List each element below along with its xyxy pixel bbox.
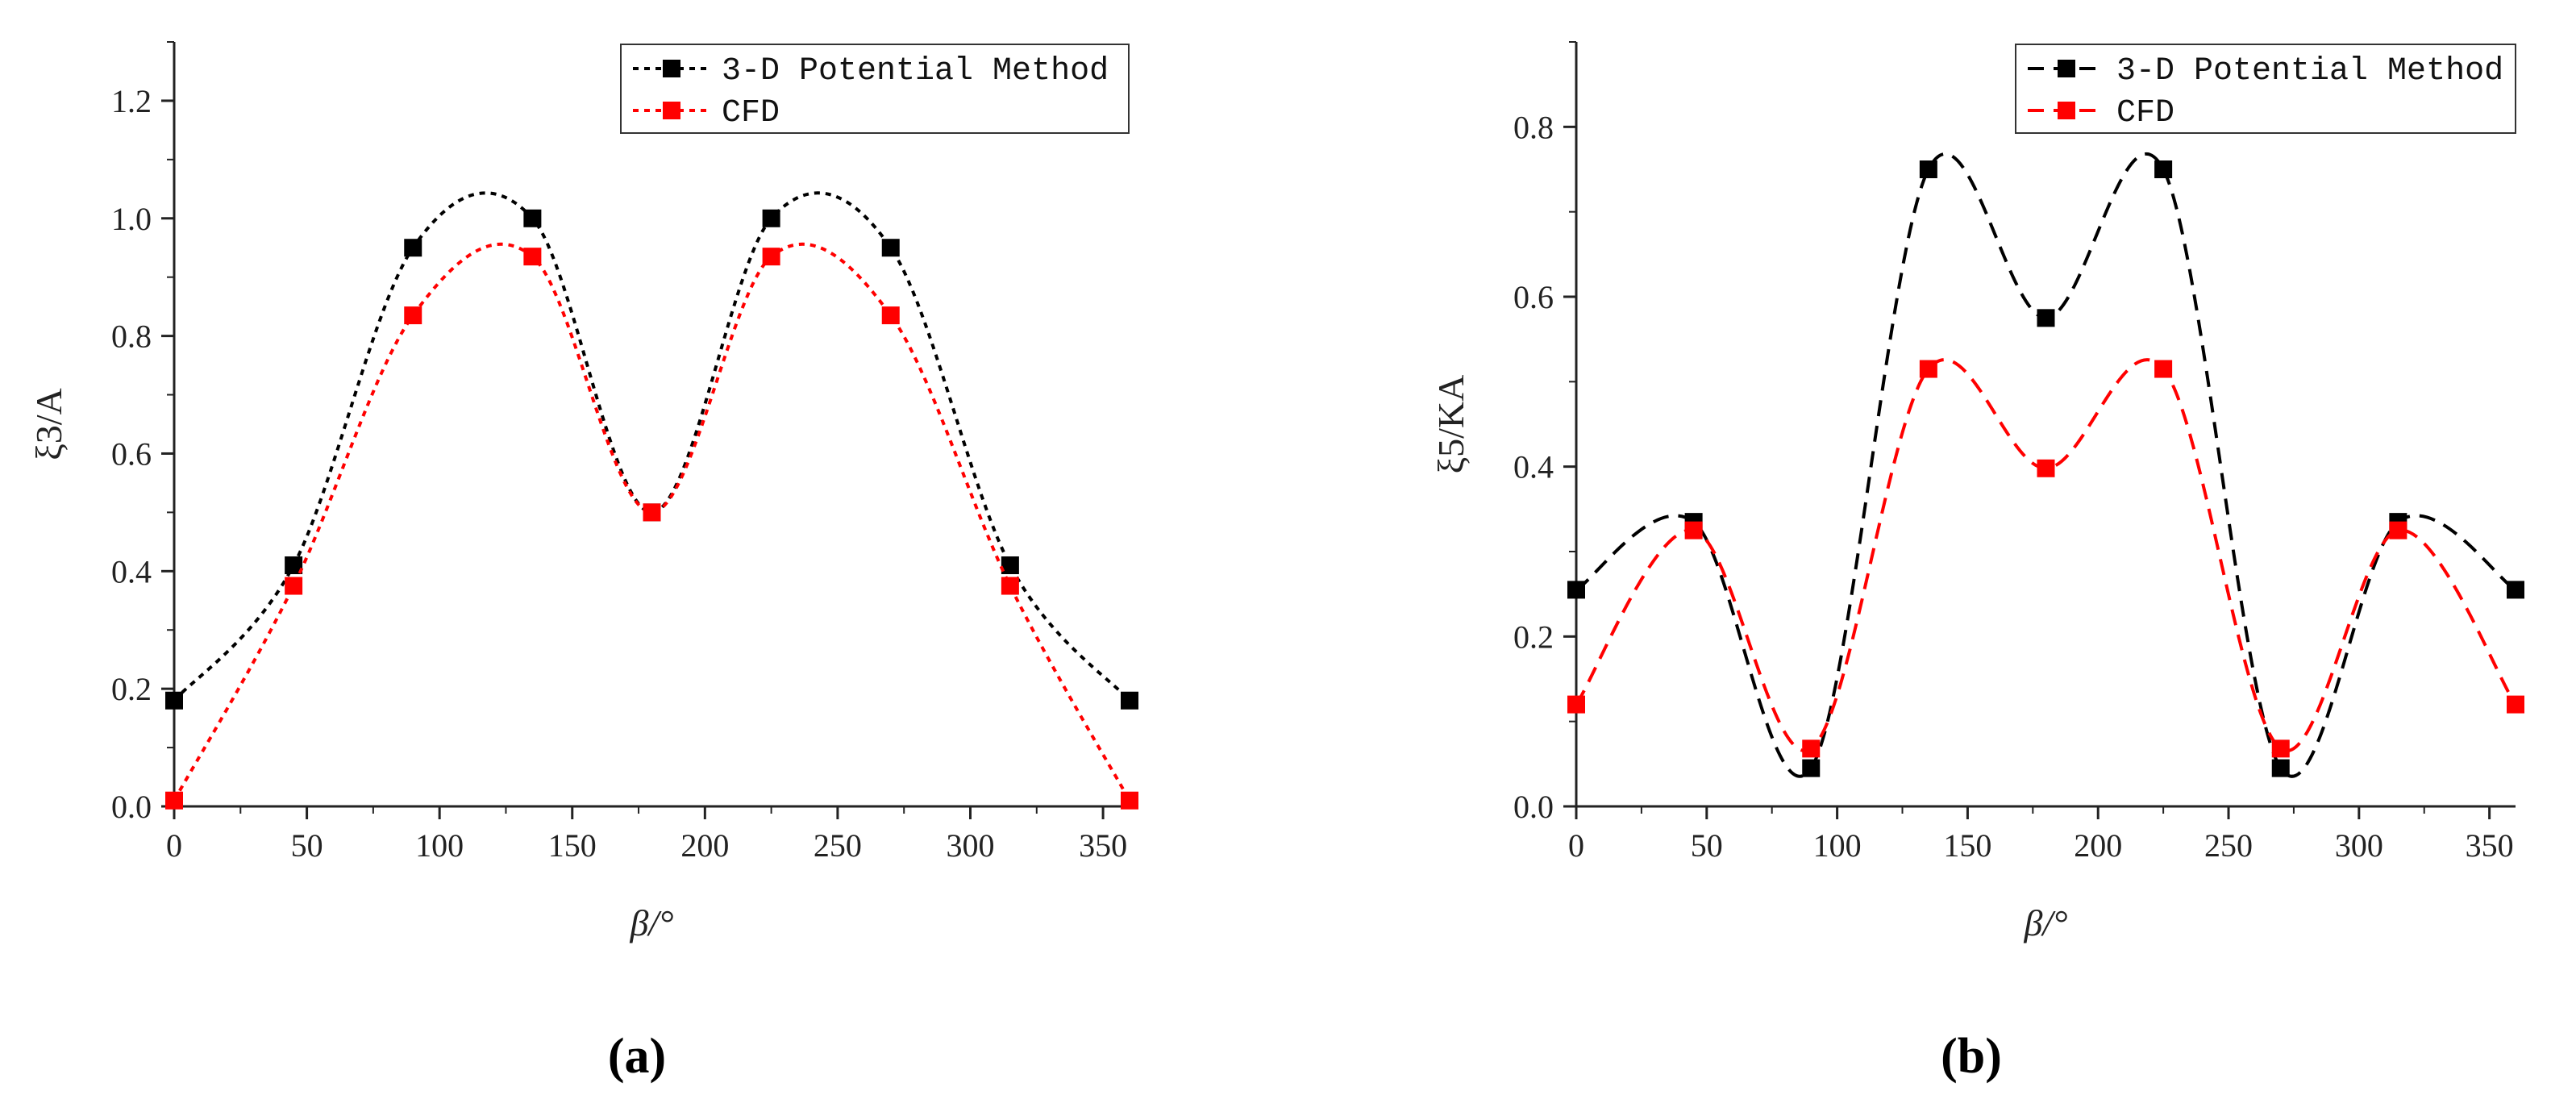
chart0-series-1-point [523,248,542,266]
chart1-series-1-point [2389,521,2407,539]
chart1-series-1-line [1575,358,2517,752]
chart0-legend-swatch-marker [663,102,680,119]
chart0-x-tick-label: 0 [166,827,182,864]
chart0-series-0-point [523,209,542,227]
chart1-series-0-point [1919,160,1937,178]
chart1-x-tick-label: 350 [2466,827,2514,864]
chart0-series-0-point [762,209,780,227]
chart1-series-1-point [2037,459,2055,477]
chart1-series-1-point [1684,521,1703,539]
chart0-series-0-point [881,239,900,257]
chart1-legend-swatch-marker [2058,102,2075,119]
chart0-y-tick-label: 1.0 [111,201,152,237]
chart1-series-1-point [2154,360,2173,378]
chart0-legend-swatch-marker [663,60,680,77]
chart0-series-1-point [1121,791,1138,810]
chart0-series-0-point [1121,691,1138,710]
chart0-series-1-point [1001,577,1019,595]
chart0-x-tick-label: 300 [947,827,995,864]
chart-panel-b: 0 50 100 150 200 250 300 350 0.0 0.2 0.4 0.6 0.8 β/° ξ… [1430,41,2524,1084]
chart1-y-tick-label: 0.0 [1513,789,1554,825]
chart-panel-a: 0 50 100 150 200 250 300 350 0.0 0.2 0.4 0.6 0.8 1.0 1… [28,41,1138,1084]
chart0-y-tick-label: 0.6 [111,435,152,472]
chart0-y-tick-label: 0.0 [111,789,152,825]
chart0-series-1-point [881,306,900,325]
chart1-y-tick-label: 0.8 [1513,109,1554,145]
chart0-series-0-point [165,691,183,710]
chart1-series-0-point [1567,581,1585,599]
chart0-series-1-point [285,577,303,595]
chart1-series-0-point [2271,759,2290,777]
chart0-x-tick-label: 50 [291,827,323,864]
chart1-series-0-point [2507,581,2524,599]
chart1-legend-box [2015,44,2516,134]
chart1-series-1-point [1567,695,1585,714]
chart1-x-tick-label: 150 [1943,827,1991,864]
chart0-x-tick-label: 150 [548,827,597,864]
chart0-series-1-point [762,248,780,266]
chart0-series-0-point [285,556,303,575]
chart1-series-1-point [2507,695,2524,714]
chart1-legend-swatch-marker [2058,60,2075,77]
chart1-x-tick-label: 50 [1691,827,1723,864]
chart0-y-tick-label: 0.4 [111,553,152,589]
chart0-series-1-line [173,242,1131,802]
chart0-legend-box [620,44,1130,134]
chart1-series-1-point [1802,739,1821,758]
chart0-y-tick-label: 0.2 [111,671,152,707]
chart0-y-tick-label: 0.8 [111,319,152,355]
chart0-y-axis-label: ξ3/A [28,388,69,460]
chart1-y-tick-label: 0.6 [1513,279,1554,315]
chart0-x-axis-label: β/° [629,902,673,943]
chart0-x-tick-label: 100 [415,827,464,864]
chart0-x-tick-label: 250 [814,827,862,864]
chart1-x-tick-label: 100 [1813,827,1862,864]
chart1-x-tick-label: 0 [1568,827,1584,864]
chart1-panel-label: (b) [1941,1029,2002,1084]
chart0-series-1-point [643,503,661,522]
chart0-y-tick-label: 1.2 [111,83,152,119]
chart0-legend-label: CFD [722,95,780,131]
chart1-legend-label: CFD [2116,95,2174,131]
chart0-x-tick-label: 350 [1079,827,1127,864]
chart1-series-0-point [2037,309,2055,327]
chart1-y-axis-label: ξ5/KA [1430,375,1471,474]
chart1-x-tick-label: 300 [2335,827,2383,864]
chart0-series-0-point [404,239,422,257]
chart1-series-0-point [2154,160,2173,178]
chart1-x-tick-label: 250 [2204,827,2253,864]
chart1-series-1-point [1919,360,1937,378]
chart1-legend-label: 3-D Potential Method [2116,53,2503,90]
chart0-legend-label: 3-D Potential Method [722,53,1109,90]
chart0-series-1-point [404,306,422,325]
chart1-y-tick-label: 0.4 [1513,449,1554,485]
chart1-x-tick-label: 200 [2074,827,2122,864]
chart0-x-tick-label: 200 [680,827,729,864]
chart1-x-axis-label: β/° [2023,902,2067,943]
chart0-series-1-point [165,791,183,810]
chart0-series-0-point [1001,556,1019,575]
chart0-series-0-line [173,191,1131,702]
chart1-y-tick-label: 0.2 [1513,618,1554,655]
chart1-series-1-point [2271,739,2290,758]
chart0-panel-label: (a) [608,1029,666,1084]
chart1-series-0-point [1802,759,1821,777]
